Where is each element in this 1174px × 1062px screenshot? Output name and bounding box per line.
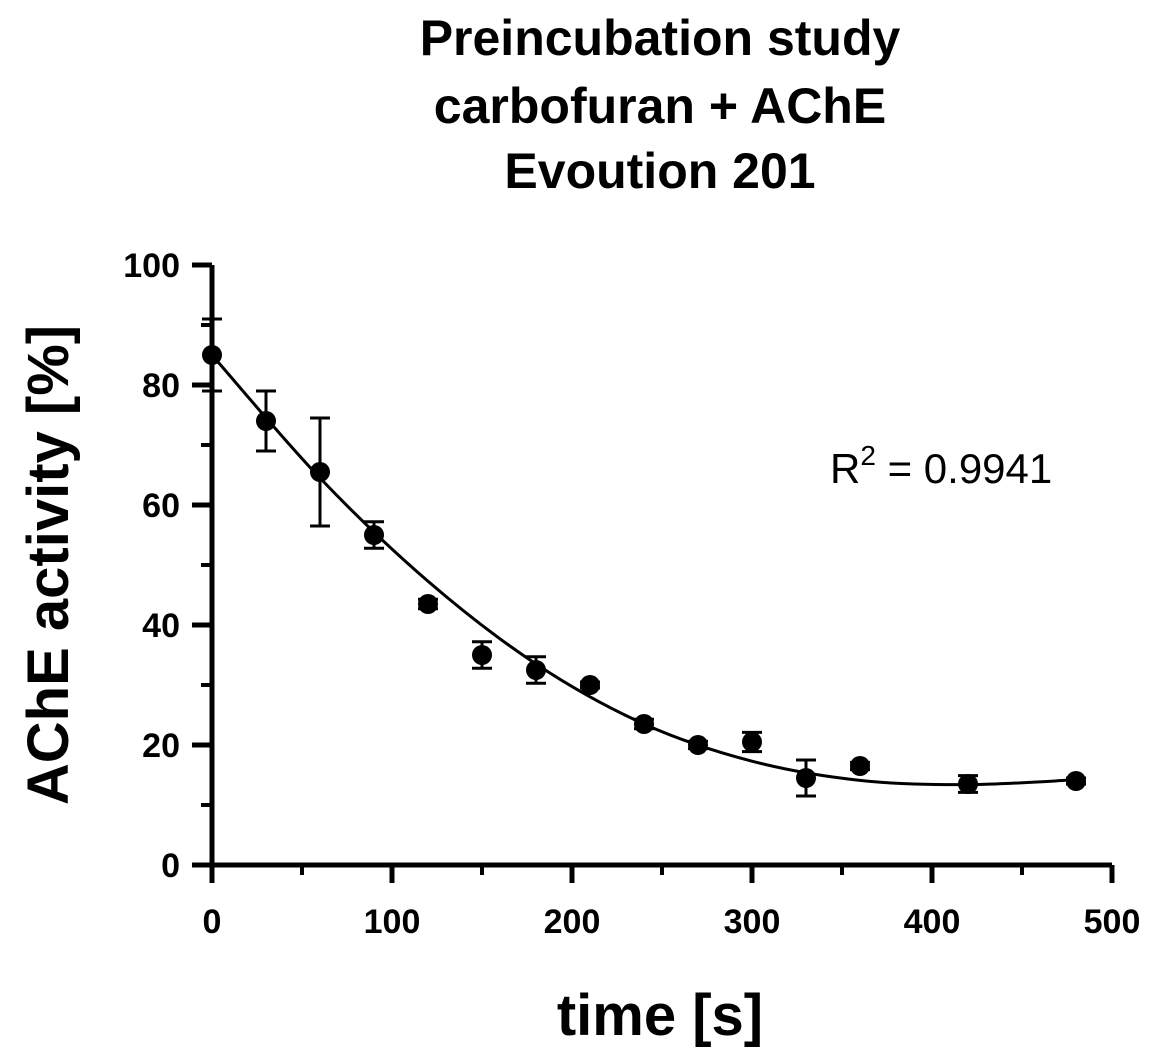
- x-ticks: 0 100 200 300 400 500: [203, 865, 1141, 941]
- data-point: [472, 645, 492, 665]
- data-point: [202, 345, 222, 365]
- data-point: [526, 660, 546, 680]
- data-point: [1066, 771, 1086, 791]
- y-tick-label: 60: [142, 487, 180, 525]
- x-axis-title: time [s]: [557, 983, 763, 1048]
- axes: 0 100 200 300 400 500 0 20 40 60 80 100: [123, 247, 1140, 941]
- chart-title: Preincubation study carbofuran + AChE Ev…: [420, 10, 901, 199]
- x-tick-label: 300: [724, 903, 781, 941]
- data-point: [742, 732, 762, 752]
- y-ticks: 0 20 40 60 80 100: [123, 247, 212, 885]
- r-squared-annotation: R2 = 0.9941: [830, 440, 1052, 492]
- r-squared-value: = 0.9941: [876, 445, 1052, 492]
- data-point: [688, 735, 708, 755]
- y-tick-label: 80: [142, 367, 180, 405]
- x-tick-label: 500: [1084, 903, 1141, 941]
- data-point: [796, 768, 816, 788]
- y-axis-title: AChE activity [%]: [16, 325, 81, 805]
- x-tick-label: 200: [544, 903, 601, 941]
- y-tick-label: 20: [142, 727, 180, 765]
- x-tick-label: 400: [904, 903, 961, 941]
- x-tick-label: 0: [203, 903, 222, 941]
- r-squared-superscript: 2: [860, 440, 876, 471]
- data-point: [580, 675, 600, 695]
- data-point: [634, 714, 654, 734]
- data-point: [418, 594, 438, 614]
- y-tick-label: 100: [123, 247, 180, 285]
- y-tick-label: 0: [161, 847, 180, 885]
- chart-title-line-1: Preincubation study: [420, 10, 901, 66]
- chart-title-line-3: Evoution 201: [504, 143, 815, 199]
- fit-curve: [210, 354, 1077, 787]
- r-squared-prefix: R: [830, 445, 860, 492]
- x-tick-label: 100: [364, 903, 421, 941]
- data-marks: [202, 317, 1086, 798]
- data-point: [958, 774, 978, 794]
- chart-title-line-2: carbofuran + AChE: [434, 78, 886, 134]
- data-point: [364, 525, 384, 545]
- y-tick-label: 40: [142, 607, 180, 645]
- data-point: [310, 462, 330, 482]
- data-point: [256, 411, 276, 431]
- data-point: [850, 756, 870, 776]
